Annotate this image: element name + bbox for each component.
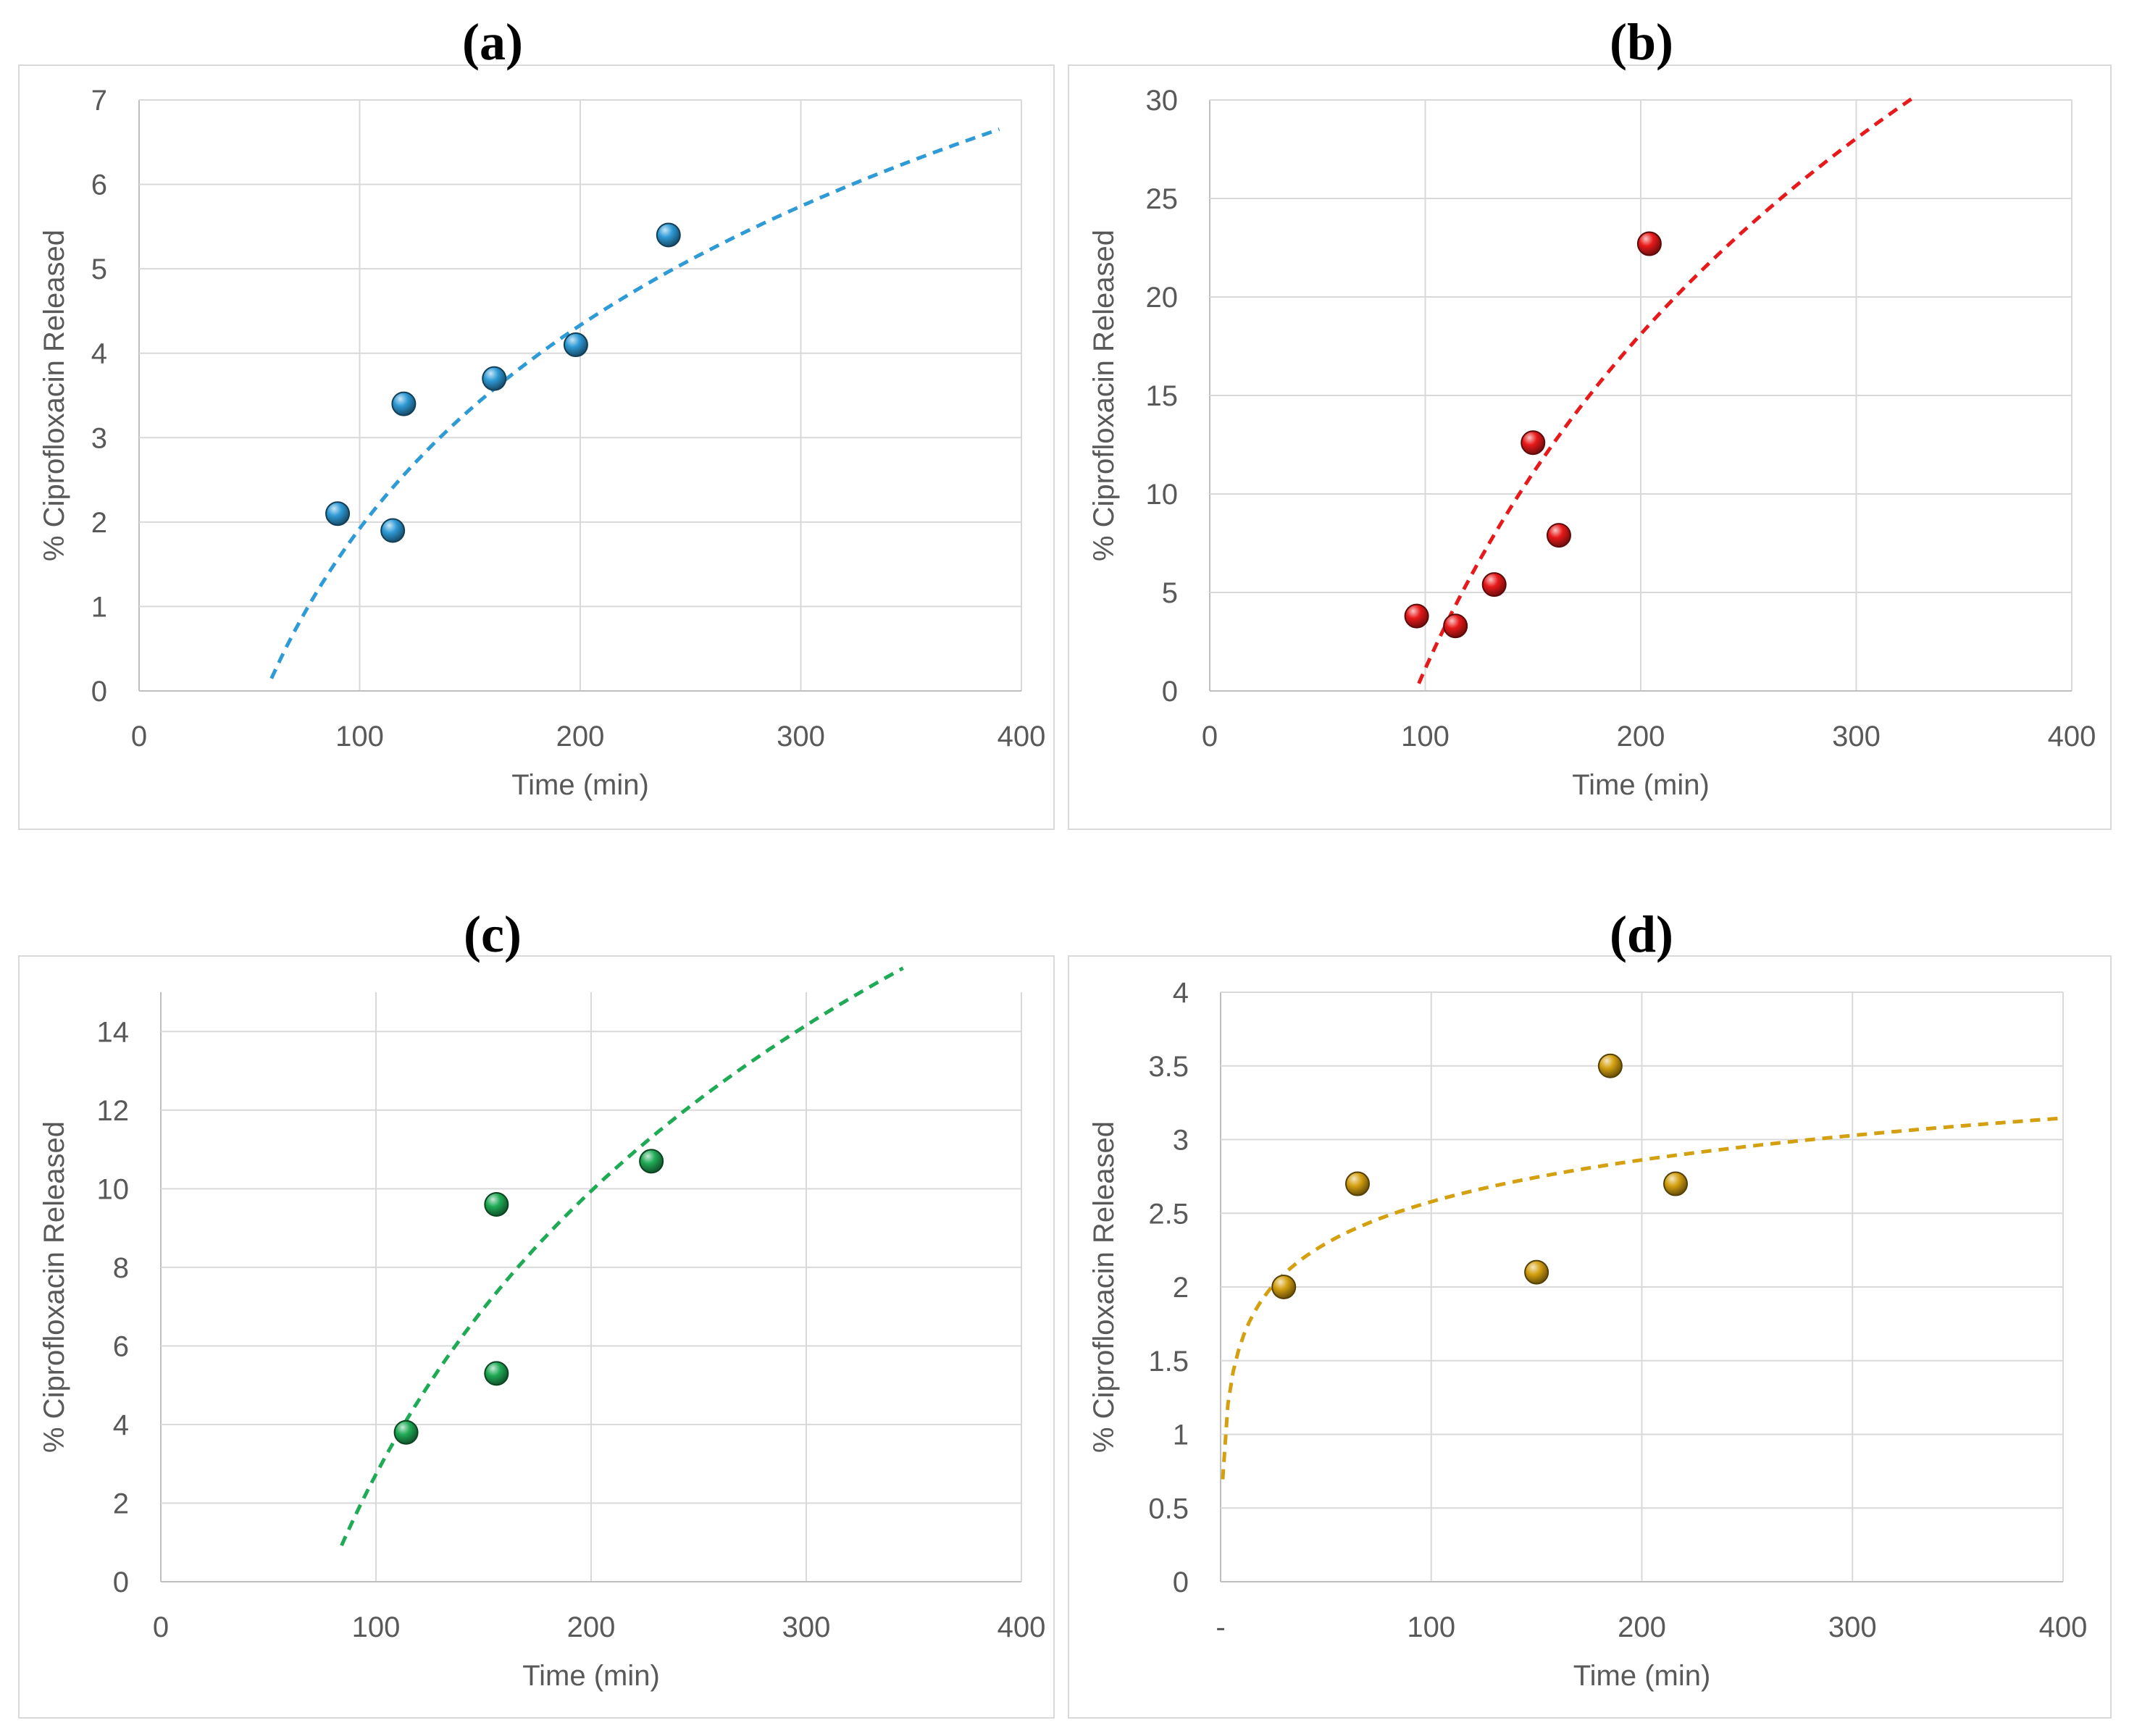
x-tick-label: 300	[777, 721, 825, 752]
x-tick-label: 100	[335, 721, 384, 752]
panel-title: (a)	[462, 13, 523, 71]
y-tick-label: 1	[1173, 1420, 1189, 1451]
y-axis-title: % Ciprofloxacin Released	[38, 230, 70, 561]
data-point	[1636, 231, 1662, 256]
y-tick-label: 4	[113, 1409, 129, 1441]
y-tick-label: 0.5	[1148, 1493, 1189, 1525]
y-tick-label: 4	[91, 338, 107, 370]
data-point	[1404, 603, 1429, 629]
y-tick-label: 5	[91, 253, 107, 285]
chart-border	[18, 64, 1055, 830]
chart-border	[1068, 955, 2112, 1719]
data-point	[1663, 1171, 1689, 1196]
chart-panel-b: (b) 0 100 200 300 400 0 5 10 15 20 25 30 Time (min) % …	[1068, 13, 2112, 830]
y-tick-label: 8	[113, 1252, 129, 1284]
y-tick-label: 12	[97, 1095, 130, 1127]
y-axis-title: % Ciprofloxacin Released	[1088, 1121, 1120, 1453]
data-point	[1271, 1275, 1297, 1299]
x-tick-label: -	[1216, 1611, 1225, 1643]
x-axis-title: Time (min)	[522, 1660, 660, 1692]
y-tick-label: 15	[1146, 380, 1179, 412]
x-tick-label: 300	[1832, 721, 1881, 752]
data-point	[393, 1420, 419, 1445]
data-point	[639, 1149, 664, 1174]
data-point	[484, 1192, 509, 1217]
data-point	[1546, 523, 1571, 548]
y-tick-label: 1	[91, 591, 107, 623]
y-tick-label: 2	[1173, 1272, 1189, 1304]
data-point	[656, 222, 681, 248]
x-tick-label: 100	[352, 1611, 401, 1643]
chart-border	[1068, 64, 2112, 830]
x-tick-label: 200	[1617, 721, 1665, 752]
y-tick-label: 6	[113, 1330, 129, 1362]
trendline	[269, 127, 1000, 679]
y-tick-label: 10	[97, 1173, 130, 1205]
data-point	[1524, 1259, 1549, 1285]
data-point	[1481, 572, 1507, 597]
chart-panel-c: (c) 0 100 200 300 400 0 2 4 6 8 10 12 14 Time (min) % C…	[18, 905, 1055, 1719]
y-tick-label: 30	[1146, 85, 1179, 117]
y-tick-label: 0	[1173, 1567, 1189, 1598]
trendline	[1221, 1116, 2059, 1480]
trendline	[340, 966, 904, 1547]
y-tick-label: 25	[1146, 183, 1179, 215]
y-tick-label: 7	[91, 85, 107, 117]
y-tick-label: 10	[1146, 479, 1179, 511]
chart-border	[18, 955, 1055, 1719]
y-tick-label: 0	[1162, 676, 1178, 708]
x-tick-label: 0	[153, 1611, 169, 1643]
x-tick-label: 400	[997, 1611, 1046, 1643]
x-tick-label: 100	[1401, 721, 1450, 752]
x-tick-label: 200	[567, 1611, 616, 1643]
x-tick-label: 400	[2048, 721, 2096, 752]
data-point	[380, 518, 406, 543]
y-tick-label: 2	[91, 507, 107, 539]
data-point	[1597, 1053, 1623, 1078]
x-tick-label: 300	[1828, 1611, 1877, 1643]
trendline	[1417, 95, 1916, 684]
y-tick-label: 3	[1173, 1125, 1189, 1157]
data-point	[1443, 613, 1468, 639]
y-tick-label: 2	[113, 1488, 129, 1519]
x-tick-label: 0	[1202, 721, 1218, 752]
data-point	[325, 501, 351, 527]
x-tick-label: 0	[131, 721, 147, 752]
panel-title: (c)	[464, 905, 522, 963]
data-point	[482, 366, 507, 391]
data-point	[484, 1361, 509, 1386]
data-point	[1521, 430, 1546, 456]
x-tick-label: 100	[1407, 1611, 1455, 1643]
y-tick-label: 4	[1173, 977, 1189, 1009]
y-tick-label: 14	[97, 1016, 130, 1048]
x-axis-title: Time (min)	[1572, 769, 1710, 801]
y-tick-label: 2.5	[1148, 1198, 1189, 1230]
data-point	[391, 391, 417, 416]
y-tick-label: 1.5	[1148, 1346, 1189, 1378]
x-tick-label: 400	[997, 721, 1046, 752]
x-axis-title: Time (min)	[511, 769, 649, 801]
chart-panel-d: (d) - 100 200 300 400 0 0.5 1 1.5 2 2.5 3 3.5 4 Time (m…	[1068, 905, 2112, 1719]
data-point	[1344, 1171, 1370, 1196]
y-tick-label: 3.5	[1148, 1051, 1189, 1083]
x-tick-label: 300	[782, 1611, 831, 1643]
y-tick-label: 3	[91, 422, 107, 454]
y-tick-label: 6	[91, 169, 107, 201]
y-axis-title: % Ciprofloxacin Released	[38, 1121, 70, 1453]
y-tick-label: 5	[1162, 577, 1178, 609]
x-axis-title: Time (min)	[1573, 1660, 1711, 1692]
y-tick-label: 20	[1146, 282, 1179, 314]
y-tick-label: 0	[113, 1567, 129, 1598]
x-tick-label: 200	[556, 721, 605, 752]
panel-title: (d)	[1610, 905, 1673, 963]
y-tick-label: 0	[91, 676, 107, 708]
chart-panel-a: (a) 0 100 200 300 400 0 1 2 3 4 5 6 7 Time (min) % Cipr…	[18, 13, 1055, 830]
y-axis-title: % Ciprofloxacin Released	[1088, 230, 1120, 561]
x-tick-label: 200	[1618, 1611, 1666, 1643]
data-point	[563, 332, 588, 358]
panel-title: (b)	[1610, 13, 1673, 71]
x-tick-label: 400	[2039, 1611, 2088, 1643]
